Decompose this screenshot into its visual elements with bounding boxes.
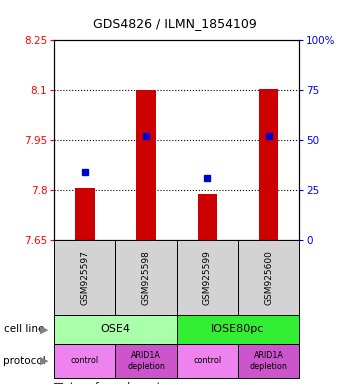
Text: OSE4: OSE4 — [100, 324, 131, 334]
Text: GDS4826 / ILMN_1854109: GDS4826 / ILMN_1854109 — [93, 17, 257, 30]
Text: GSM925600: GSM925600 — [264, 250, 273, 305]
Bar — [136, 89, 156, 240]
Text: control: control — [193, 356, 222, 366]
Text: ▶: ▶ — [40, 356, 48, 366]
Text: GSM925599: GSM925599 — [203, 250, 212, 305]
Bar — [259, 89, 278, 240]
Text: GSM925598: GSM925598 — [142, 250, 150, 305]
Text: ARID1A
depletion: ARID1A depletion — [127, 351, 165, 371]
Text: IOSE80pc: IOSE80pc — [211, 324, 265, 334]
Text: protocol: protocol — [4, 356, 46, 366]
Text: control: control — [71, 356, 99, 366]
Text: transformed count: transformed count — [70, 382, 161, 384]
Text: ▶: ▶ — [40, 324, 48, 334]
Text: ARID1A
depletion: ARID1A depletion — [250, 351, 288, 371]
Bar — [197, 194, 217, 240]
Text: cell line: cell line — [4, 324, 44, 334]
Bar — [75, 188, 94, 240]
Text: GSM925597: GSM925597 — [80, 250, 89, 305]
